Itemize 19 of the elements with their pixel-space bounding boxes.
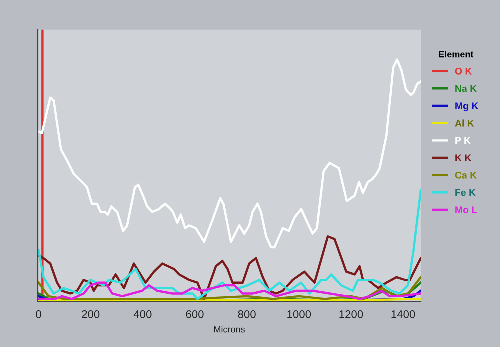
legend-label: Mo L xyxy=(456,206,478,214)
x-tick-label: 0 xyxy=(36,310,42,318)
legend-title: Element xyxy=(439,51,474,58)
x-tick-label: 200 xyxy=(82,310,100,318)
x-tick-label: 1200 xyxy=(340,310,364,318)
legend-label: Al K xyxy=(455,120,474,127)
x-tick-label: 400 xyxy=(134,310,152,318)
legend-label: Fe K xyxy=(456,189,476,196)
x-tick-label: 1400 xyxy=(392,310,416,318)
x-tick-label: 600 xyxy=(186,310,204,318)
legend-label: P K xyxy=(456,137,471,144)
x-tick-label: 1000 xyxy=(288,310,312,318)
legend-label: Na K xyxy=(456,85,478,92)
x-axis-title: Microns xyxy=(214,326,245,333)
legend-label: O K xyxy=(455,68,472,75)
legend-label: Mg K xyxy=(456,102,479,112)
x-tick-label: 800 xyxy=(238,310,256,318)
legend-label: K K xyxy=(456,154,472,162)
legend-label: Ca K xyxy=(455,172,478,179)
